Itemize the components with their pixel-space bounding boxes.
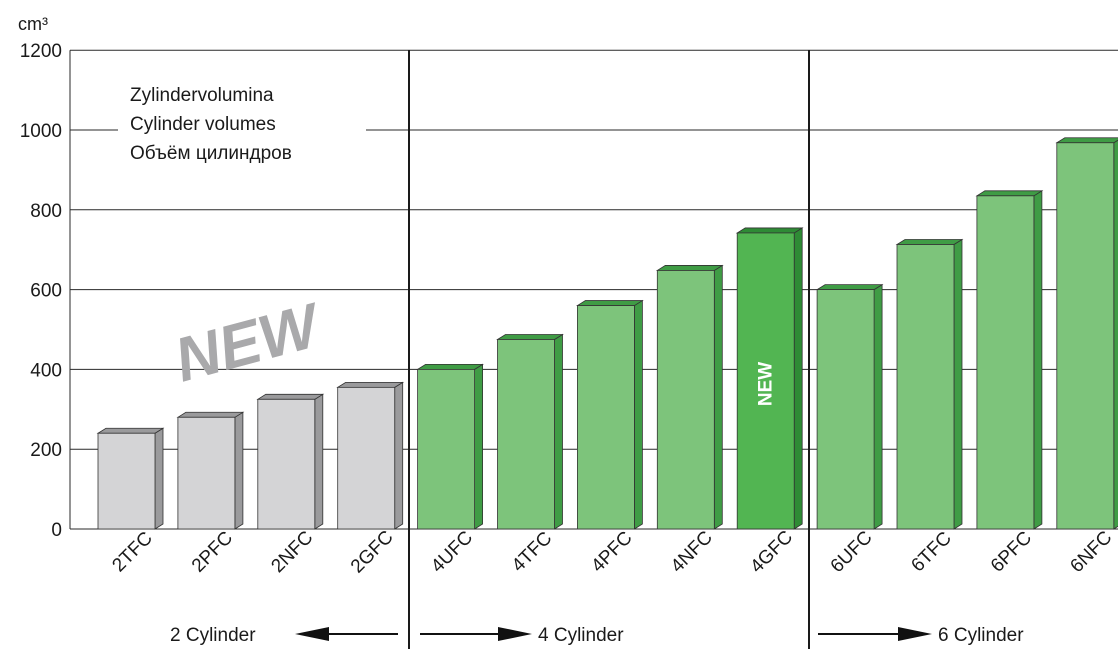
x-category-label: 2GFC xyxy=(347,527,398,578)
chart-title-russian: Объём цилиндров xyxy=(130,143,292,164)
bar-2TFC xyxy=(96,427,165,530)
group-arrow-head xyxy=(295,627,329,641)
x-category-label: 4GFC xyxy=(746,527,797,578)
bar-front xyxy=(736,232,795,530)
y-tick-label: 0 xyxy=(51,520,62,541)
bar-2GFC xyxy=(336,381,405,530)
bar-front xyxy=(177,416,236,530)
bar-6UFC xyxy=(815,283,884,530)
group-label-2: 4 Cylinder xyxy=(420,625,624,646)
x-category-label: 4TFC xyxy=(508,528,556,576)
x-category-label: 4PFC xyxy=(587,528,636,577)
new-annotation-bar: NEW xyxy=(756,362,777,406)
x-category-label: 4NFC xyxy=(667,527,717,577)
bar-front xyxy=(257,398,316,530)
bar-4UFC xyxy=(416,363,484,530)
bar-side xyxy=(474,363,484,530)
bar-top xyxy=(975,190,1044,197)
group-label-text: 4 Cylinder xyxy=(538,625,624,646)
bar-side xyxy=(394,381,404,530)
y-tick-label: 200 xyxy=(30,440,62,461)
x-category-label: 2NFC xyxy=(267,527,317,577)
bar-side xyxy=(554,333,563,530)
bar-front xyxy=(1056,142,1115,530)
y-tick-label: 600 xyxy=(30,281,62,302)
group-label-1: 2 Cylinder xyxy=(170,625,398,646)
bar-top xyxy=(576,300,644,306)
group-arrow-head xyxy=(898,627,932,641)
y-tick-label: 1200 xyxy=(20,41,62,62)
y-tick-label: 400 xyxy=(30,360,62,381)
bar-top xyxy=(815,284,884,291)
bar-top xyxy=(655,265,724,271)
bar-top xyxy=(496,334,564,340)
x-category-label: 4UFC xyxy=(427,527,477,577)
bar-front xyxy=(816,289,875,530)
bar-6NFC xyxy=(1055,137,1118,530)
x-category-label: 6PFC xyxy=(987,528,1036,577)
y-tick-label: 1000 xyxy=(20,121,62,142)
bar-front xyxy=(337,386,396,530)
bar-side xyxy=(314,393,324,530)
bar-4GFC xyxy=(735,227,804,530)
bar-top xyxy=(96,427,165,434)
chart-title-english: Cylinder volumes xyxy=(130,114,276,135)
title-background xyxy=(118,80,366,176)
x-category-label: 2PFC xyxy=(188,528,237,577)
bar-top xyxy=(1055,137,1118,144)
group-label-text: 6 Cylinder xyxy=(938,625,1024,646)
new-annotation-2-cylinder: NEW xyxy=(168,290,330,395)
x-category-label: 6UFC xyxy=(827,527,877,577)
bar-front xyxy=(97,432,156,530)
bar-2PFC xyxy=(176,411,245,530)
bar-side xyxy=(1113,139,1118,530)
x-category-label: 6TFC xyxy=(907,528,955,576)
bar-front xyxy=(896,244,955,530)
bar-front xyxy=(497,339,555,530)
x-category-label: 6NFC xyxy=(1066,527,1116,577)
bar-side xyxy=(154,427,164,530)
bar-6PFC xyxy=(975,190,1044,530)
bar-top xyxy=(416,363,484,370)
bar-top xyxy=(176,411,245,418)
bar-front xyxy=(976,195,1035,530)
group-label-3: 6 Cylinder xyxy=(818,625,1024,646)
bar-top xyxy=(336,381,405,388)
bar-4NFC xyxy=(655,264,724,530)
bar-front xyxy=(417,368,476,530)
group-arrow-head xyxy=(498,627,532,641)
bar-top xyxy=(735,227,804,234)
bar-top xyxy=(895,239,964,245)
bar-top xyxy=(256,393,325,400)
bar-side xyxy=(953,238,963,530)
x-category-label: 2TFC xyxy=(108,528,156,576)
y-tick-label: 800 xyxy=(30,201,62,222)
bar-side xyxy=(873,283,883,530)
bar-side xyxy=(1033,190,1043,530)
bar-4TFC xyxy=(496,333,564,530)
bar-side xyxy=(793,227,803,530)
bar-front xyxy=(577,305,635,530)
bar-6TFC xyxy=(895,238,964,530)
bar-side xyxy=(234,411,244,530)
y-axis-unit-label: cm³ xyxy=(18,14,48,34)
bar-2NFC xyxy=(256,393,325,530)
bar-side xyxy=(634,299,643,530)
bar-front xyxy=(656,270,715,530)
group-label-text: 2 Cylinder xyxy=(170,625,256,646)
bar-4PFC xyxy=(576,299,644,530)
bar-side xyxy=(713,264,723,530)
chart-title-german: Zylindervolumina xyxy=(130,85,274,106)
